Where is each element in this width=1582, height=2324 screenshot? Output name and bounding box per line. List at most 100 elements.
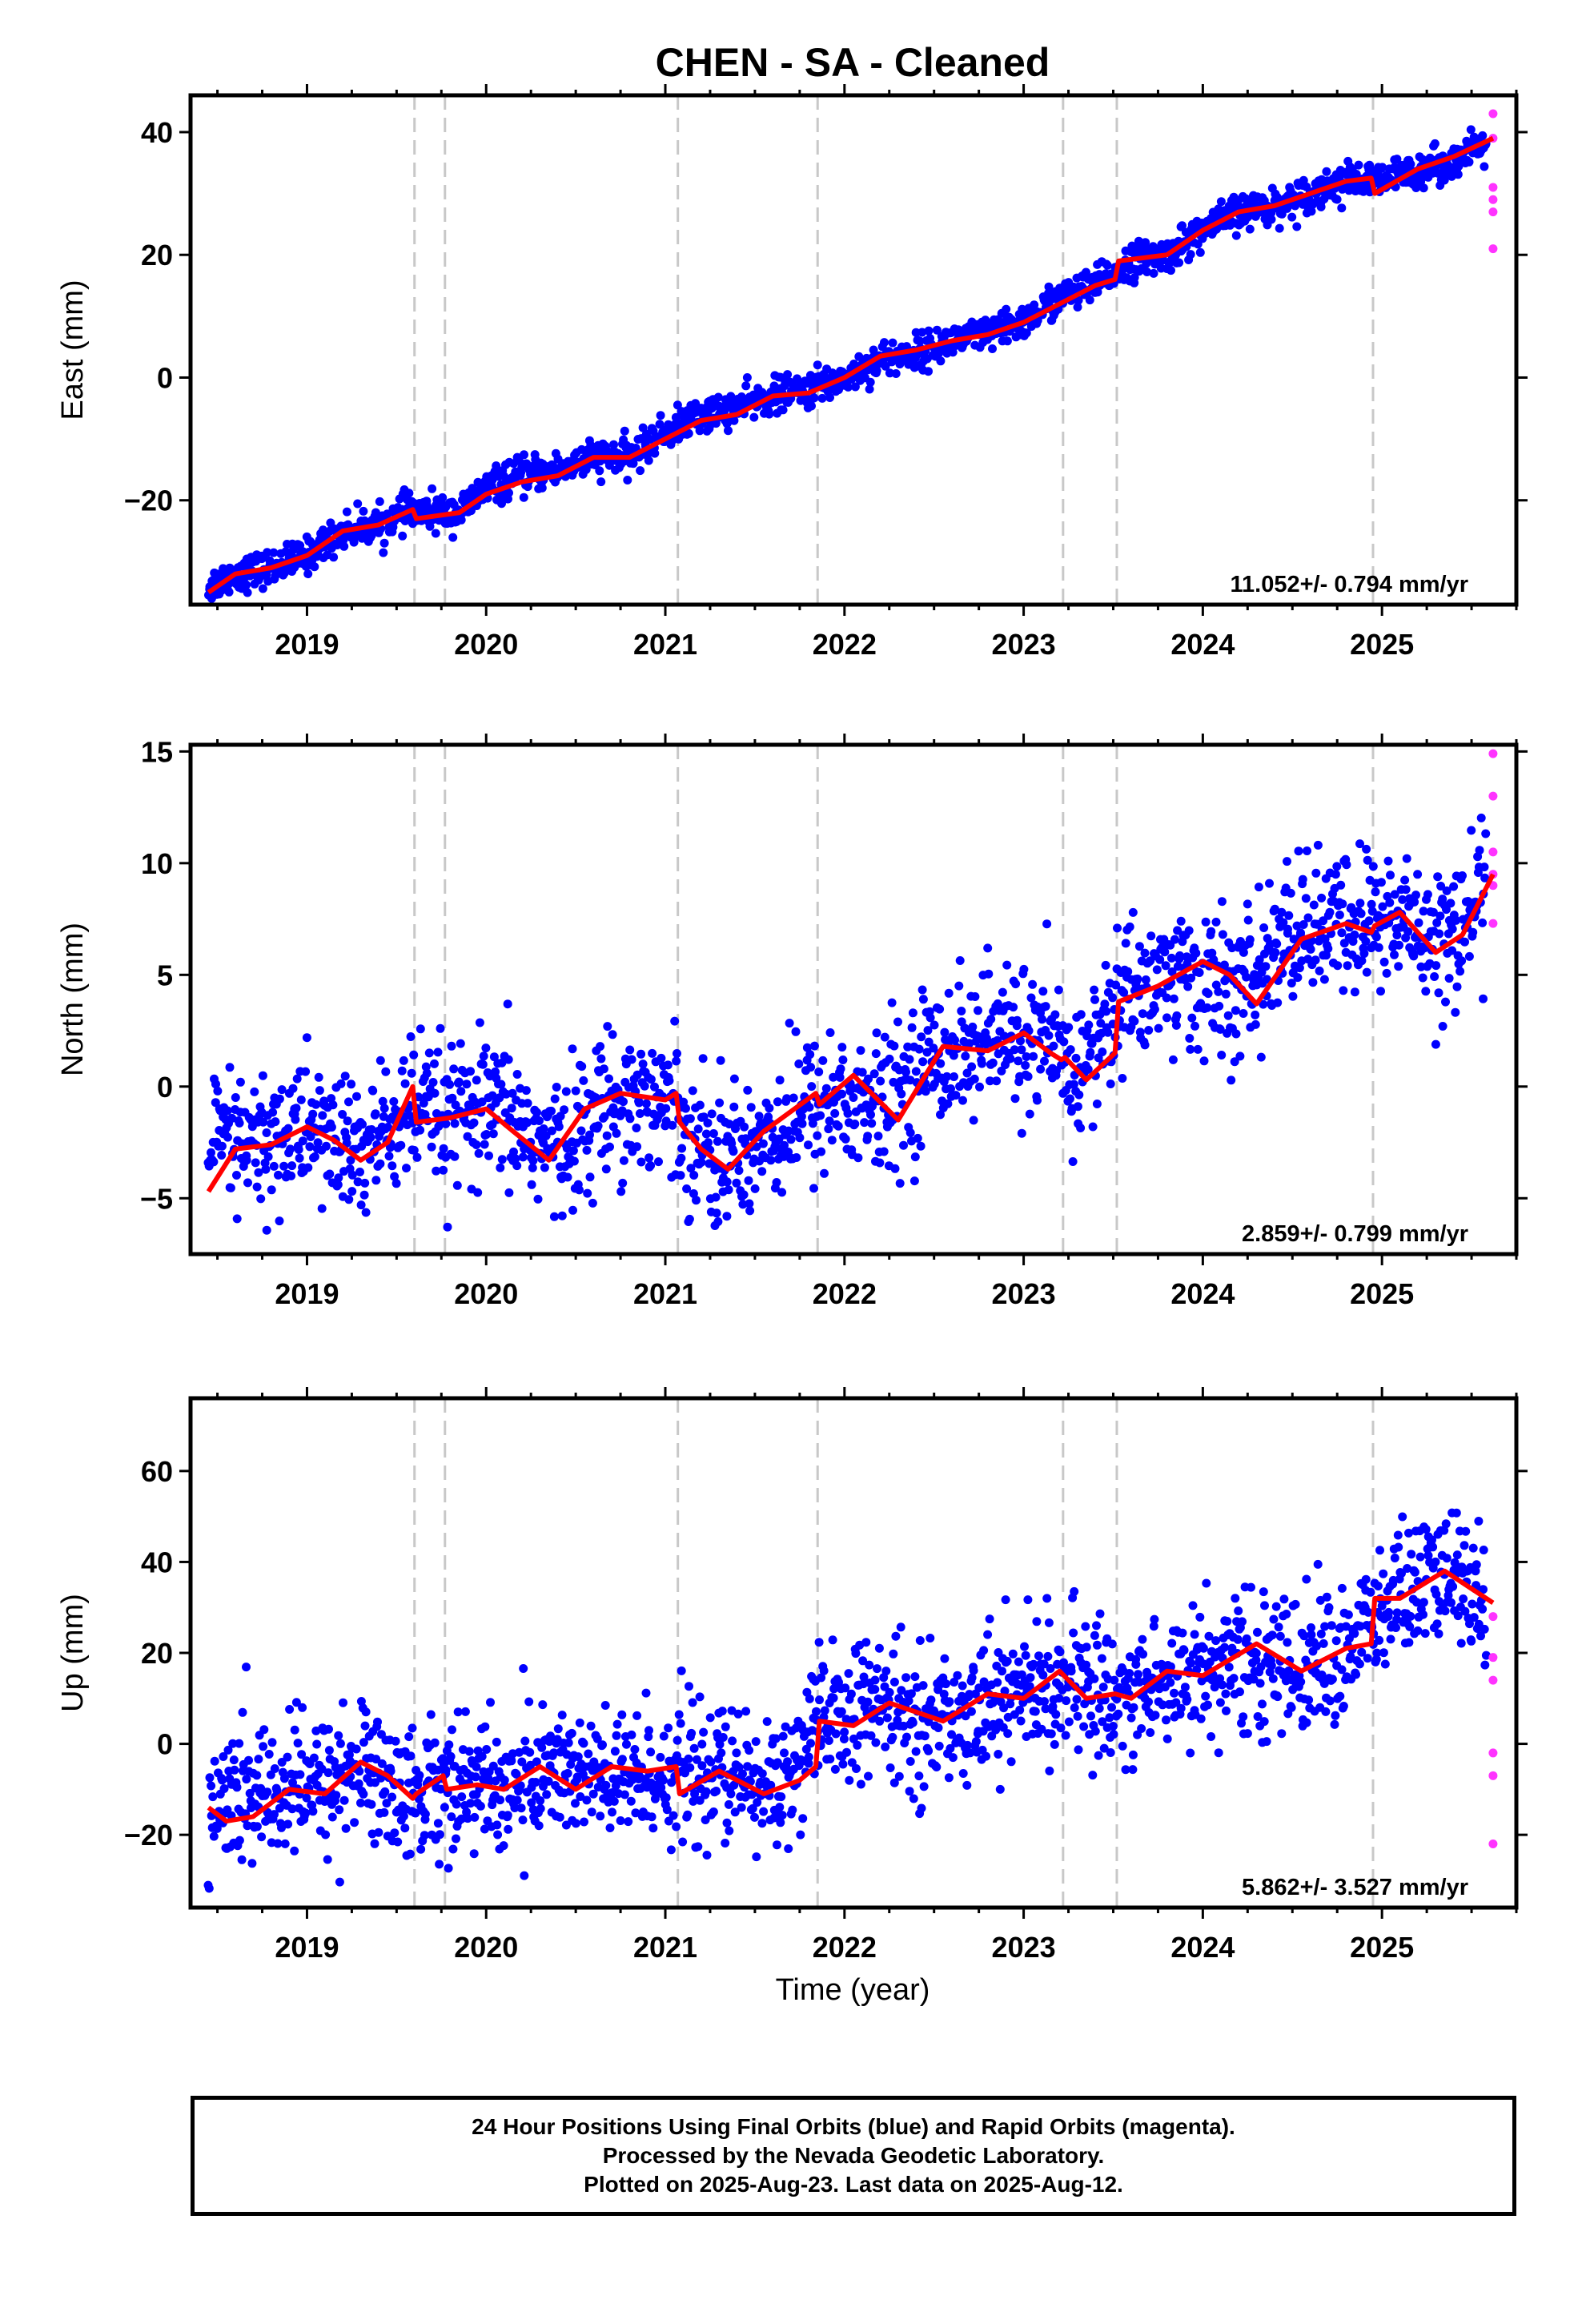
panel-3: 2019 2020 2021 2022 2023 2024 2025−200204060Up…	[56, 1387, 1528, 1964]
data-point	[841, 1134, 850, 1144]
data-point	[842, 1747, 851, 1757]
data-point	[452, 1180, 462, 1190]
data-point	[1343, 961, 1352, 971]
data-point	[715, 1098, 725, 1108]
data-point	[716, 1055, 725, 1065]
data-point	[1233, 1634, 1243, 1644]
data-point	[323, 1855, 332, 1864]
data-point	[869, 345, 878, 355]
data-point	[1045, 1766, 1054, 1775]
data-point	[1287, 979, 1296, 988]
data-point	[894, 1771, 904, 1781]
data-point	[1431, 961, 1441, 971]
data-point	[1335, 911, 1344, 919]
data-point	[707, 1109, 717, 1119]
data-point	[1211, 1636, 1221, 1646]
data-point	[804, 1140, 813, 1150]
data-point	[237, 1855, 247, 1864]
data-point	[400, 1079, 410, 1088]
data-point	[230, 1765, 239, 1775]
data-point	[431, 529, 440, 538]
data-point	[926, 1634, 935, 1642]
data-point	[1315, 1595, 1325, 1605]
data-point	[1430, 972, 1439, 981]
data-point	[1292, 222, 1302, 231]
data-point	[398, 531, 408, 541]
data-point	[875, 1158, 885, 1168]
data-point	[1106, 1080, 1115, 1088]
data-point	[1094, 1751, 1103, 1760]
data-point	[796, 1830, 805, 1839]
data-point	[550, 1094, 560, 1104]
data-point	[791, 1027, 801, 1036]
data-point	[701, 1129, 711, 1139]
data-point	[1170, 935, 1179, 944]
data-point	[1319, 1638, 1328, 1648]
data-point	[946, 1743, 955, 1753]
data-point	[689, 1796, 698, 1806]
data-point	[765, 409, 774, 419]
data-point	[1034, 1651, 1043, 1661]
data-point	[998, 987, 1007, 997]
data-point	[905, 1128, 915, 1137]
data-point	[1274, 1622, 1283, 1632]
data-point	[1374, 943, 1383, 952]
data-point	[1042, 919, 1052, 929]
data-point	[308, 1807, 318, 1816]
data-point	[816, 1111, 825, 1120]
data-point	[899, 1140, 908, 1150]
data-point	[1019, 964, 1029, 974]
data-point	[656, 1752, 665, 1762]
data-point	[254, 1755, 263, 1764]
data-point	[518, 1815, 528, 1825]
data-point	[616, 1187, 626, 1196]
data-point	[915, 336, 925, 346]
data-point	[1449, 882, 1459, 891]
data-point	[1432, 918, 1442, 927]
data-point	[1187, 1013, 1197, 1023]
data-point	[1321, 1707, 1331, 1716]
data-point	[634, 1098, 644, 1108]
data-point	[339, 1698, 347, 1707]
data-point	[406, 1032, 416, 1041]
data-point	[406, 1751, 416, 1761]
data-point	[1362, 967, 1371, 977]
data-point	[482, 1745, 492, 1754]
data-point	[881, 361, 890, 371]
data-point	[840, 1727, 849, 1737]
data-point	[988, 1058, 998, 1068]
data-point	[412, 1152, 422, 1162]
data-point	[1214, 1748, 1223, 1758]
data-point	[1046, 1664, 1055, 1673]
data-point	[1044, 1031, 1054, 1040]
data-point	[396, 1140, 406, 1150]
data-point	[380, 1787, 390, 1796]
data-point	[536, 1804, 545, 1813]
data-point	[1214, 987, 1223, 996]
data-point	[1043, 1651, 1053, 1661]
data-point	[286, 1144, 295, 1154]
data-point	[512, 1070, 522, 1079]
data-point	[309, 1753, 319, 1763]
data-point	[508, 1088, 517, 1098]
data-point	[820, 1168, 829, 1178]
data-point	[600, 1701, 610, 1710]
data-point	[391, 1179, 401, 1188]
data-point	[416, 1024, 425, 1034]
data-point	[254, 1168, 263, 1177]
data-point	[1320, 1622, 1330, 1631]
data-point	[1093, 1640, 1102, 1650]
data-point	[1230, 1057, 1239, 1067]
data-point	[1202, 1578, 1211, 1588]
x-tick-label: 2023	[992, 1277, 1056, 1310]
data-point	[1442, 886, 1452, 895]
data-point	[563, 1172, 572, 1182]
data-point	[1325, 907, 1335, 917]
data-point	[547, 1126, 556, 1136]
data-point	[213, 1086, 223, 1096]
data-point	[269, 1161, 279, 1171]
data-point	[472, 1076, 481, 1085]
data-point	[905, 1757, 915, 1766]
x-tick-label: 2025	[1350, 1277, 1414, 1310]
data-point	[1050, 1739, 1059, 1749]
